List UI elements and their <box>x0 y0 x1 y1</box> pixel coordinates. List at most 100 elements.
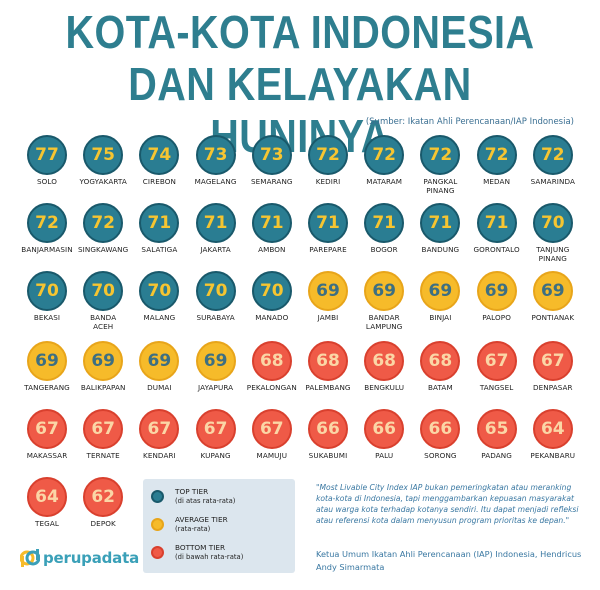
city-item: 66 SORONG <box>410 409 470 461</box>
city-score-badge: 68 <box>420 341 461 381</box>
city-name: BATAM <box>428 383 453 392</box>
city-score-badge: 68 <box>308 341 348 381</box>
city-name: SAMARINDA <box>530 177 576 186</box>
city-item: 71 AMBON <box>242 203 302 255</box>
city-item: 69 JAYAPURA <box>186 341 246 393</box>
city-name: SALATIGA <box>141 245 178 254</box>
city-item: 66 PALU <box>354 409 414 461</box>
city-item: 67 KUPANG <box>186 409 246 461</box>
city-item: 69 DUMAI <box>129 341 189 393</box>
city-score-badge: 70 <box>83 271 124 311</box>
top-tier-dot-icon <box>151 490 164 503</box>
city-score-badge: 72 <box>364 135 405 175</box>
city-item: 73 MAGELANG <box>186 135 246 187</box>
city-item: 72 PANGKAL PINANG <box>410 135 470 195</box>
legend-top-tier: TOP TIER (di atas rata-rata) <box>151 487 236 505</box>
city-item: 72 MEDAN <box>467 135 527 187</box>
city-name: KENDARI <box>143 451 176 460</box>
city-name: MALANG <box>143 313 176 322</box>
city-item: 69 BINJAI <box>410 271 470 323</box>
city-item: 70 MALANG <box>129 271 189 323</box>
city-score-badge: 72 <box>27 203 67 243</box>
city-item: 71 BANDUNG <box>410 203 470 255</box>
city-name: TANGERANG <box>24 383 70 392</box>
city-score-badge: 71 <box>308 203 348 243</box>
city-item: 70 MANADO <box>242 271 302 323</box>
legend: TOP TIER (di atas rata-rata) AVERAGE TIE… <box>143 479 295 573</box>
city-item: 69 PALOPO <box>467 271 527 323</box>
city-name: PAREPARE <box>309 245 347 254</box>
city-name: TANGSEL <box>479 383 514 392</box>
city-item: 68 PALEMBANG <box>298 341 358 393</box>
city-name: DEPOK <box>90 519 116 528</box>
city-name: MEDAN <box>483 177 511 186</box>
city-item: 71 BOGOR <box>354 203 414 255</box>
city-item: 72 KEDIRI <box>298 135 358 187</box>
city-item: 74 CIREBON <box>129 135 189 187</box>
city-item: 70 SURABAYA <box>186 271 246 323</box>
city-name: MAGELANG <box>194 177 237 186</box>
city-item: 68 PEKALONGAN <box>242 341 302 393</box>
city-score-badge: 70 <box>532 203 573 243</box>
city-score-badge: 72 <box>83 203 124 243</box>
city-score-badge: 71 <box>251 203 292 243</box>
city-score-badge: 69 <box>139 341 180 381</box>
city-score-badge: 67 <box>139 409 180 449</box>
city-name: MAKASSAR <box>26 451 68 460</box>
city-name: PADANG <box>481 451 512 460</box>
city-score-badge: 75 <box>83 135 124 175</box>
city-name: PONTIANAK <box>531 313 575 322</box>
city-score-badge: 67 <box>27 409 67 449</box>
city-item: 70 TANJUNG PINANG <box>523 203 583 263</box>
page-title-line1: KOTA-KOTA INDONESIA <box>65 6 535 58</box>
city-score-badge: 69 <box>83 341 124 381</box>
city-item: 70 BANDA ACEH <box>73 271 133 331</box>
city-item: 69 JAMBI <box>298 271 358 323</box>
city-score-badge: 69 <box>308 271 348 311</box>
city-score-badge: 64 <box>27 477 67 517</box>
city-name: PEKALONGAN <box>246 383 297 392</box>
quote-attribution: Ketua Umum Ikatan Ahli Perencanaan (IAP)… <box>316 549 582 572</box>
city-score-badge: 70 <box>251 271 292 311</box>
city-item: 67 TERNATE <box>73 409 133 461</box>
city-score-badge: 72 <box>532 135 573 175</box>
average-tier-dot-icon <box>151 518 164 531</box>
city-name: MANADO <box>255 313 289 322</box>
city-item: 72 SAMARINDA <box>523 135 583 187</box>
city-score-badge: 72 <box>420 135 461 175</box>
city-score-badge: 70 <box>139 271 180 311</box>
city-item: 62 DEPOK <box>73 477 133 529</box>
city-score-badge: 66 <box>308 409 348 449</box>
city-score-badge: 68 <box>251 341 292 381</box>
legend-average-tier: AVERAGE TIER (rata-rata) <box>151 515 228 533</box>
city-score-badge: 67 <box>83 409 124 449</box>
legend-top-sub: (di atas rata-rata) <box>175 496 236 505</box>
city-score-badge: 67 <box>476 341 517 381</box>
city-name: PALOPO <box>482 313 511 322</box>
logo-text: perupadata <box>43 549 139 567</box>
city-score-badge: 71 <box>476 203 517 243</box>
city-item: 66 SUKABUMI <box>298 409 358 461</box>
city-item: 70 BEKASI <box>17 271 77 323</box>
city-item: 72 MATARAM <box>354 135 414 187</box>
city-name: BANDAR LAMPUNG <box>365 313 403 331</box>
city-score-badge: 73 <box>251 135 292 175</box>
city-name: TANJUNG PINANG <box>536 245 570 263</box>
city-score-badge: 77 <box>27 135 67 175</box>
city-score-badge: 72 <box>476 135 517 175</box>
city-item: 65 PADANG <box>467 409 527 461</box>
city-score-badge: 72 <box>308 135 348 175</box>
city-item: 71 SALATIGA <box>129 203 189 255</box>
city-item: 72 SINGKAWANG <box>73 203 133 255</box>
city-item: 69 BANDAR LAMPUNG <box>354 271 414 331</box>
city-item: 72 BANJARMASIN <box>17 203 77 255</box>
city-name: KUPANG <box>200 451 231 460</box>
city-item: 71 JAKARTA <box>186 203 246 255</box>
city-name: AMBON <box>258 245 286 254</box>
city-item: 71 GORONTALO <box>467 203 527 255</box>
city-score-badge: 65 <box>476 409 517 449</box>
legend-bottom-tier: BOTTOM TIER (di bawah rata-rata) <box>151 543 243 561</box>
quote-text: "Most Livable City Index IAP bukan pemer… <box>316 483 579 525</box>
page-title-line2: DAN KELAYAKAN HUNINYA <box>128 58 472 162</box>
legend-avg-label: AVERAGE TIER <box>175 515 228 524</box>
